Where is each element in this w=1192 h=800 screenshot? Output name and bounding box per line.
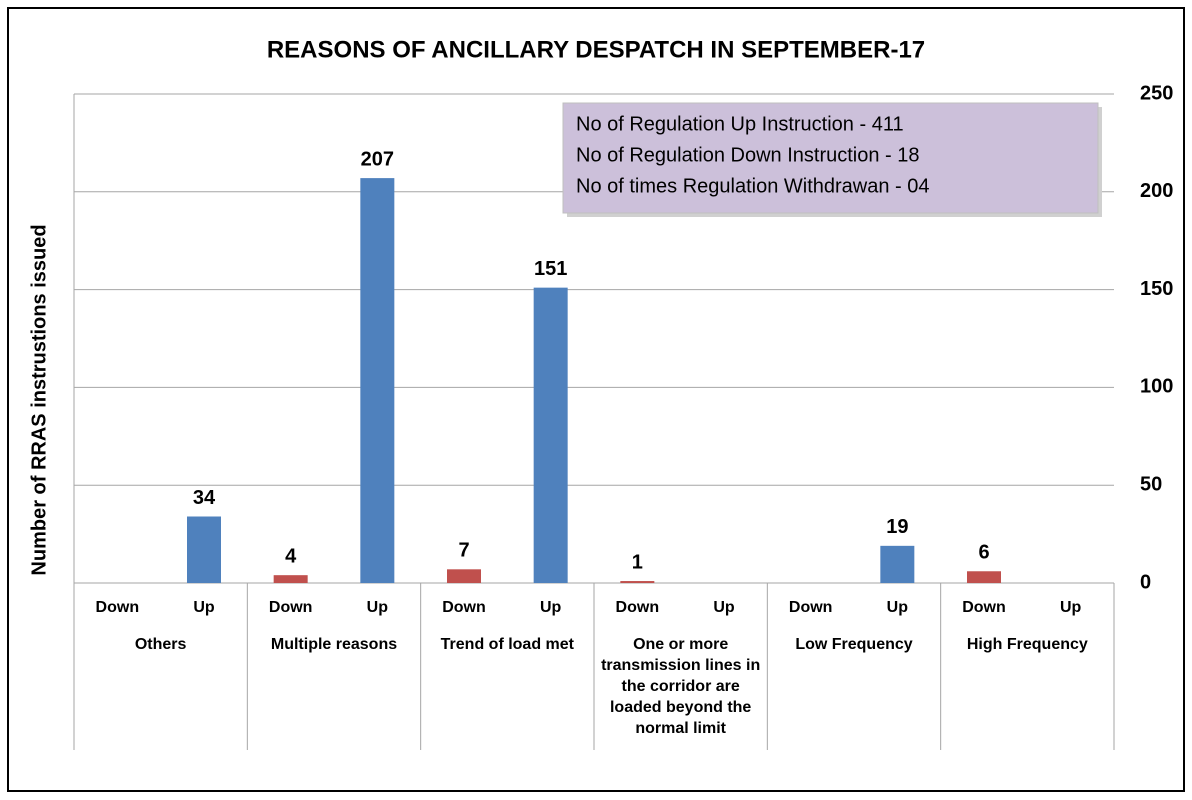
- annotation: No of times Regulation Withdrawan - 04: [576, 175, 930, 197]
- annotation: No of Regulation Down Instruction - 18: [576, 144, 920, 166]
- x-tick-label: Down: [962, 599, 1006, 616]
- x-tick-label: Up: [540, 599, 562, 616]
- chart-title: REASONS OF ANCILLARY DESPATCH IN SEPTEMB…: [267, 36, 925, 63]
- y-axis-label: Number of RRAS instrustions issued: [28, 224, 50, 575]
- y-tick-label: 0: [1140, 571, 1151, 593]
- x-tick-label: Down: [616, 599, 660, 616]
- data-label: 6: [978, 542, 989, 564]
- annotation-box: [562, 102, 1099, 214]
- x-tick-label: Down: [789, 599, 833, 616]
- data-label: 1: [632, 551, 643, 573]
- x-tick-label: Down: [442, 599, 486, 616]
- x-tick-label: Up: [887, 599, 909, 616]
- x-tick-label: Up: [1060, 599, 1082, 616]
- y-tick-label: 250: [1140, 82, 1173, 104]
- group-label: Low Frequency: [795, 636, 913, 653]
- y-tick-label: 100: [1140, 376, 1173, 398]
- y-tick-label: 50: [1140, 473, 1162, 495]
- x-tick-label: Down: [269, 599, 313, 616]
- group-label: Others: [134, 636, 187, 653]
- data-label: 34: [193, 487, 216, 509]
- bar: [360, 178, 395, 583]
- group-label: Trend of load met: [440, 636, 574, 653]
- y-tick-label: 150: [1140, 278, 1173, 300]
- bar: [620, 581, 655, 583]
- data-label: 7: [458, 540, 469, 562]
- bar: [880, 545, 915, 583]
- x-tick-label: Up: [713, 599, 735, 616]
- y-tick-label: 200: [1140, 180, 1173, 202]
- x-tick-label: Up: [193, 599, 215, 616]
- data-label: 4: [285, 545, 297, 567]
- data-label: 151: [534, 258, 567, 280]
- x-tick-label: Up: [367, 599, 389, 616]
- x-tick-label: Down: [96, 599, 140, 616]
- bar: [273, 575, 308, 583]
- group-label: Multiple reasons: [270, 636, 398, 653]
- data-label: 19: [886, 516, 908, 538]
- group-label: High Frequency: [966, 636, 1088, 653]
- data-label: 207: [361, 148, 394, 170]
- bar: [187, 516, 221, 583]
- annotation: No of Regulation Up Instruction - 411: [576, 113, 904, 135]
- bar: [967, 571, 1001, 583]
- bar: [447, 569, 481, 583]
- bar: [533, 287, 568, 583]
- group-label: One or more transmission lines in the co…: [601, 636, 761, 737]
